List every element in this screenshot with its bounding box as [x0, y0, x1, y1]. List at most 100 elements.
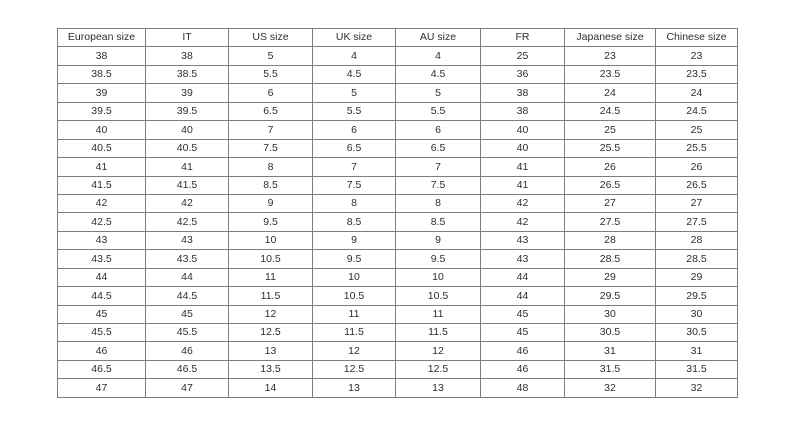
- table-cell: 9.5: [395, 249, 481, 269]
- table-cell: 5.5: [228, 64, 313, 85]
- table-cell: 11.5: [312, 322, 396, 343]
- table-cell: 44: [145, 267, 229, 288]
- table-cell: 10: [312, 267, 396, 288]
- table-cell: 43: [480, 249, 565, 269]
- table-cell: 26.5: [564, 175, 656, 195]
- table-cell: 36: [480, 64, 565, 85]
- table-cell: 9: [312, 230, 396, 251]
- table-row: 41 41 8 7 7 41 26 26: [57, 157, 738, 177]
- table-cell: 42.5: [145, 212, 229, 232]
- table-cell: 24: [655, 83, 738, 103]
- table-cell: 12.5: [312, 359, 396, 380]
- table-cell: 42: [480, 212, 565, 232]
- table-cell: 27.5: [655, 212, 738, 232]
- column-header: FR: [480, 27, 565, 48]
- table-cell: 43: [145, 230, 229, 251]
- table-cell: 7.5: [228, 138, 313, 159]
- table-cell: 47: [57, 378, 146, 398]
- table-cell: 38: [480, 83, 565, 103]
- table-row: 45 45 12 11 11 45 30 30: [57, 304, 738, 325]
- table-row: 38 38 5 4 4 25 23 23: [57, 46, 738, 66]
- table-cell: 45.5: [145, 322, 229, 343]
- table-cell: 39.5: [145, 101, 229, 122]
- table-cell: 42: [57, 193, 146, 214]
- table-row: 38.5 38.5 5.5 4.5 4.5 36 23.5 23.5: [57, 64, 738, 85]
- table-row: 43.5 43.5 10.5 9.5 9.5 43 28.5 28.5: [57, 249, 738, 269]
- table-cell: 39: [145, 83, 229, 103]
- table-cell: 13: [395, 378, 481, 398]
- table-cell: 6: [228, 83, 313, 103]
- table-cell: 42.5: [57, 212, 146, 232]
- table-cell: 11: [228, 267, 313, 288]
- table-cell: 12.5: [228, 322, 313, 343]
- table-cell: 25: [564, 120, 656, 140]
- table-cell: 26: [564, 157, 656, 177]
- table-header: European size IT US size UK size AU size FR Ja…: [57, 27, 738, 48]
- table-cell: 9: [395, 230, 481, 251]
- table-cell: 39: [57, 83, 146, 103]
- table-cell: 30.5: [655, 322, 738, 343]
- table-cell: 11: [312, 304, 396, 325]
- table-row: 40 40 7 6 6 40 25 25: [57, 120, 738, 140]
- table-cell: 4.5: [395, 64, 481, 85]
- table-cell: 10: [228, 230, 313, 251]
- table-cell: 46.5: [145, 359, 229, 380]
- table-cell: 44: [480, 286, 565, 306]
- table-cell: 23: [564, 46, 656, 66]
- table-cell: 41.5: [145, 175, 229, 195]
- table-cell: 8: [395, 193, 481, 214]
- table-cell: 43: [57, 230, 146, 251]
- table-cell: 44.5: [57, 286, 146, 306]
- table-cell: 4: [395, 46, 481, 66]
- table-cell: 46: [145, 341, 229, 361]
- table-cell: 45.5: [57, 322, 146, 343]
- table-cell: 13: [312, 378, 396, 398]
- table-cell: 45: [57, 304, 146, 325]
- table-row: 41.5 41.5 8.5 7.5 7.5 41 26.5 26.5: [57, 175, 738, 195]
- table-row: 39.5 39.5 6.5 5.5 5.5 38 24.5 24.5: [57, 101, 738, 122]
- table-cell: 26.5: [655, 175, 738, 195]
- table-row: 42.5 42.5 9.5 8.5 8.5 42 27.5 27.5: [57, 212, 738, 232]
- table-cell: 31: [564, 341, 656, 361]
- table-cell: 41.5: [57, 175, 146, 195]
- table-cell: 12.5: [395, 359, 481, 380]
- table-cell: 12: [395, 341, 481, 361]
- table-cell: 30.5: [564, 322, 656, 343]
- table-cell: 10.5: [312, 286, 396, 306]
- table-row: 40.5 40.5 7.5 6.5 6.5 40 25.5 25.5: [57, 138, 738, 159]
- table-cell: 46: [57, 341, 146, 361]
- table-cell: 30: [564, 304, 656, 325]
- table-cell: 13: [228, 341, 313, 361]
- table-cell: 43: [480, 230, 565, 251]
- table-cell: 41: [480, 175, 565, 195]
- table-cell: 40: [480, 120, 565, 140]
- table-header-row: European size IT US size UK size AU size FR Ja…: [57, 27, 738, 48]
- table-cell: 44.5: [145, 286, 229, 306]
- table-cell: 38: [480, 101, 565, 122]
- table-cell: 40: [480, 138, 565, 159]
- table-cell: 25: [480, 46, 565, 66]
- table-cell: 40: [57, 120, 146, 140]
- table-cell: 48: [480, 378, 565, 398]
- table-cell: 12: [312, 341, 396, 361]
- table-cell: 8: [312, 193, 396, 214]
- table-cell: 14: [228, 378, 313, 398]
- table-row: 46.5 46.5 13.5 12.5 12.5 46 31.5 31.5: [57, 359, 738, 380]
- table-cell: 9: [228, 193, 313, 214]
- table-cell: 7: [228, 120, 313, 140]
- table-cell: 6.5: [312, 138, 396, 159]
- table-cell: 46.5: [57, 359, 146, 380]
- table-cell: 6: [395, 120, 481, 140]
- table-cell: 9.5: [312, 249, 396, 269]
- table-cell: 38.5: [145, 64, 229, 85]
- table-cell: 10: [395, 267, 481, 288]
- table-cell: 6: [312, 120, 396, 140]
- table-cell: 29.5: [564, 286, 656, 306]
- table-cell: 25: [655, 120, 738, 140]
- table-cell: 6.5: [395, 138, 481, 159]
- table-cell: 13.5: [228, 359, 313, 380]
- table-cell: 42: [480, 193, 565, 214]
- table-cell: 8.5: [228, 175, 313, 195]
- table-cell: 7: [395, 157, 481, 177]
- table-row: 43 43 10 9 9 43 28 28: [57, 230, 738, 251]
